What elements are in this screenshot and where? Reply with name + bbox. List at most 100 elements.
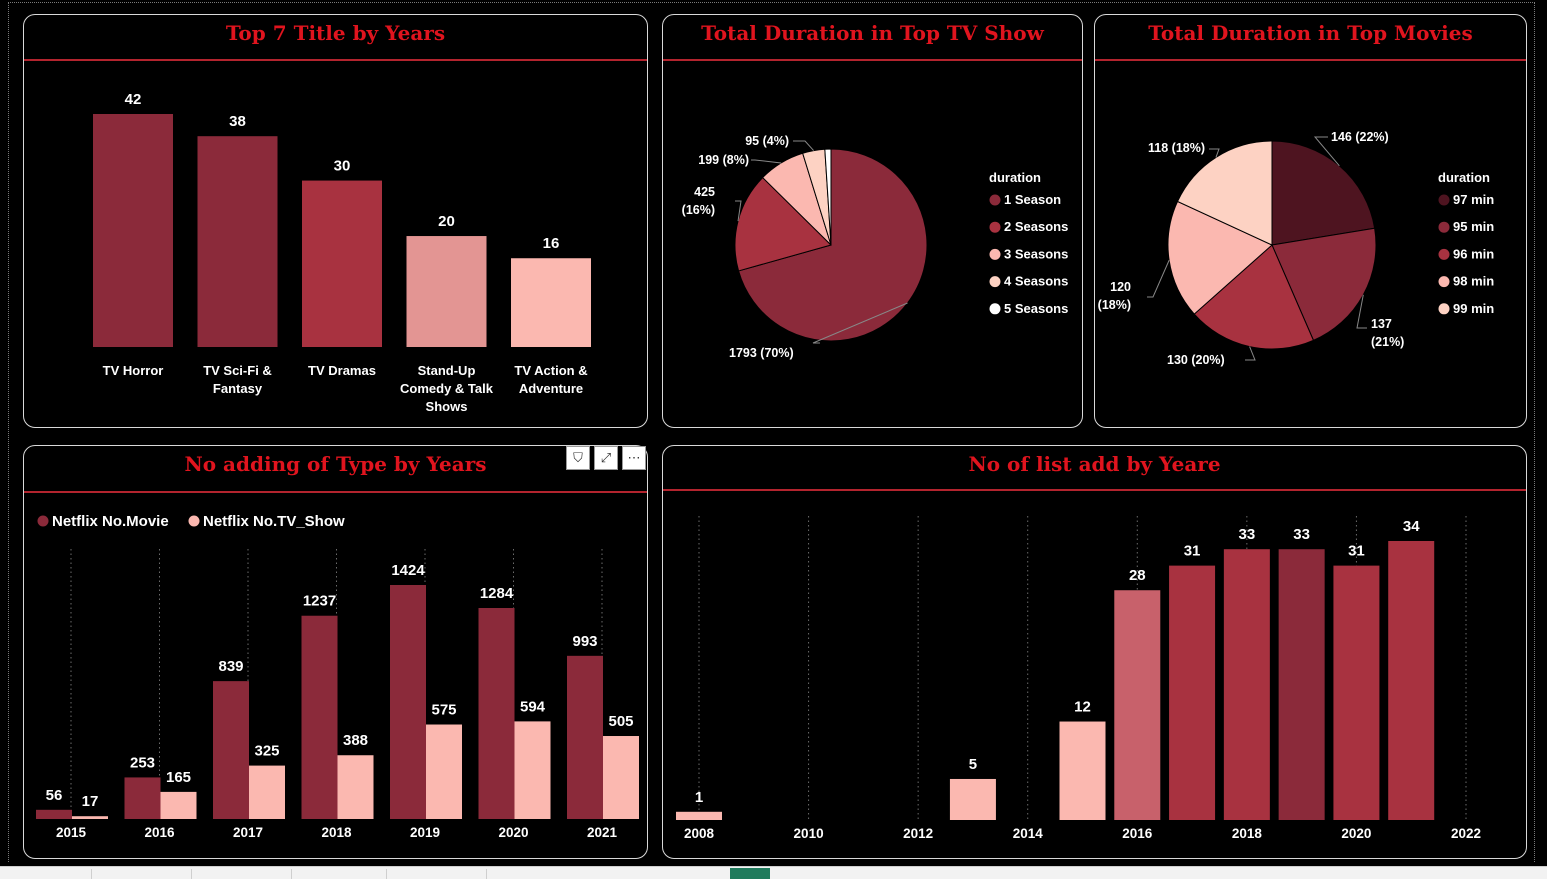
type-years-bar[interactable]: [603, 736, 639, 819]
top7-panel[interactable]: Top 7 Title by Years 42 TV Horror 38 TV Sci…: [23, 14, 648, 428]
type-years-bar[interactable]: [514, 721, 551, 819]
top7-category-label: Stand-Up: [418, 363, 476, 378]
movie-pie-legend-item[interactable]: 97 min: [1453, 192, 1494, 207]
movie-duration-panel[interactable]: Total Duration in Top Movies 146 (22%) 13…: [1094, 14, 1527, 428]
type-years-bar[interactable]: [160, 791, 197, 819]
status-segment: [385, 869, 387, 879]
type-years-bar[interactable]: [249, 765, 285, 819]
movie-pie-legend-item[interactable]: 95 min: [1453, 219, 1494, 234]
tv-duration-title-rule: [663, 59, 1082, 61]
tv-pie-legend-marker: [989, 194, 1001, 206]
tv-pie-legend-item[interactable]: 4 Seasons: [1004, 274, 1068, 289]
type-years-legend-item[interactable]: Netflix No.Movie: [52, 513, 169, 530]
report-canvas-frame: [8, 2, 1535, 862]
type-years-data-label: 56: [46, 787, 63, 804]
type-years-bar[interactable]: [124, 777, 161, 819]
tv-pie-legend-marker: [989, 303, 1001, 315]
list-years-x-tick: 2008: [684, 826, 715, 841]
movie-pie-slice[interactable]: [1167, 200, 1273, 315]
list-years-bar[interactable]: [949, 778, 996, 820]
type-by-years-bar-chart[interactable]: Netflix No.Movie Netflix No.TV_Show 56 17 20…: [24, 446, 648, 859]
type-years-data-label: 325: [254, 743, 279, 760]
movie-pie-legend-item[interactable]: 99 min: [1453, 301, 1494, 316]
top7-data-label: 30: [334, 158, 351, 175]
tv-pie-leader-line: [735, 200, 742, 222]
top7-bar-chart[interactable]: 42 TV Horror 38 TV Sci-Fi & Fantasy 30 TV Dram…: [24, 15, 648, 428]
movie-pie-slice-label: 137: [1371, 317, 1392, 331]
type-years-bar[interactable]: [301, 615, 338, 819]
list-years-bar[interactable]: [1278, 549, 1325, 820]
type-years-legend-item[interactable]: Netflix No.TV_Show: [203, 513, 345, 530]
movie-pie-legend-item[interactable]: 98 min: [1453, 274, 1494, 289]
filter-icon[interactable]: ⛉: [566, 446, 590, 470]
type-years-x-tick: 2015: [56, 825, 87, 840]
list-years-bar[interactable]: [676, 811, 722, 820]
tv-duration-title: Total Duration in Top TV Show: [701, 21, 1044, 45]
type-years-legend-marker: [37, 515, 49, 527]
type-years-data-label: 17: [82, 793, 99, 810]
movie-pie-legend-item[interactable]: 96 min: [1453, 246, 1494, 261]
list-by-years-title-rule: [663, 489, 1526, 491]
status-segment: [485, 869, 487, 879]
tv-pie-legend-item[interactable]: 5 Seasons: [1004, 301, 1068, 316]
list-years-x-tick: 2014: [1013, 826, 1044, 841]
top7-category-label: Shows: [426, 399, 468, 414]
type-years-data-label: 253: [130, 754, 155, 771]
list-years-data-label: 5: [969, 756, 977, 773]
type-years-bar[interactable]: [478, 608, 515, 819]
list-years-bar[interactable]: [1114, 590, 1161, 820]
more-options-icon[interactable]: ⋯: [622, 446, 646, 470]
list-years-bar[interactable]: [1333, 565, 1380, 820]
type-years-bar[interactable]: [426, 724, 462, 819]
status-segment: [90, 869, 92, 879]
list-years-data-label: 33: [1239, 526, 1256, 543]
movie-pie-slice-label: 118 (18%): [1148, 141, 1205, 155]
movie-duration-title-rule: [1095, 59, 1526, 61]
tv-pie-legend-item[interactable]: 1 Season: [1004, 192, 1061, 207]
list-by-years-bar-chart[interactable]: 2008 2010 2012 2014 2016 2018 2020 2022 1 5 12 28 31…: [663, 446, 1527, 859]
list-years-x-tick: 2010: [794, 826, 824, 841]
list-years-bar[interactable]: [1169, 565, 1216, 820]
list-years-bar[interactable]: [1223, 549, 1270, 820]
type-years-bar[interactable]: [337, 755, 374, 819]
type-years-bar[interactable]: [72, 816, 108, 819]
status-bar: [0, 866, 1547, 879]
type-years-x-tick: 2020: [498, 825, 528, 840]
type-years-bar[interactable]: [213, 681, 249, 819]
tv-pie-legend-item[interactable]: 2 Seasons: [1004, 219, 1068, 234]
active-page-tab[interactable]: [730, 868, 770, 879]
movie-pie-slice[interactable]: [1271, 140, 1376, 246]
list-years-data-label: 31: [1348, 543, 1365, 560]
movie-pie-slice[interactable]: [1271, 227, 1377, 342]
tv-pie-legend-marker: [989, 276, 1001, 288]
type-years-bar[interactable]: [567, 655, 603, 819]
tv-pie-slice[interactable]: [824, 148, 832, 246]
top7-bar[interactable]: [406, 236, 487, 347]
top7-bar[interactable]: [302, 180, 382, 347]
tv-duration-pie-chart[interactable]: 1793 (70%) 425 (16%) 199 (8%) 95 (4%) duratio…: [663, 15, 1083, 428]
type-years-bar[interactable]: [36, 809, 72, 819]
top7-bar[interactable]: [93, 114, 173, 347]
type-by-years-title-rule: [24, 491, 647, 493]
list-years-bar[interactable]: [1059, 721, 1106, 820]
list-years-bar[interactable]: [1388, 541, 1435, 820]
type-by-years-title: No adding of Type by Years: [184, 452, 487, 476]
movie-pie-leader-line: [1313, 136, 1340, 167]
top7-category-label: TV Action &: [514, 363, 587, 378]
type-years-bar[interactable]: [390, 585, 426, 819]
top7-category-label: TV Sci-Fi &: [203, 363, 272, 378]
top7-bar[interactable]: [511, 258, 591, 347]
focus-mode-icon[interactable]: ⤢: [594, 446, 618, 470]
tv-pie-legend-item[interactable]: 3 Seasons: [1004, 246, 1068, 261]
type-years-data-label: 1424: [391, 562, 425, 579]
type-by-years-panel[interactable]: No adding of Type by Years Netflix No.Mo…: [23, 445, 648, 859]
movie-duration-pie-chart[interactable]: 146 (22%) 137 (21%) 130 (20%) 120 (18%) 118 (1…: [1095, 15, 1527, 428]
type-years-data-label: 388: [343, 732, 368, 749]
tv-duration-panel[interactable]: Total Duration in Top TV Show 1793 (70%)…: [662, 14, 1083, 428]
top7-bar[interactable]: [197, 136, 278, 347]
list-by-years-panel[interactable]: No of list add by Yeare 2008 2010 2012 2014…: [662, 445, 1527, 859]
tv-pie-legend-title: duration: [989, 170, 1041, 185]
tv-pie-slice[interactable]: [734, 176, 832, 272]
top7-data-label: 42: [125, 91, 142, 108]
movie-pie-slice-label: (21%): [1371, 335, 1404, 349]
